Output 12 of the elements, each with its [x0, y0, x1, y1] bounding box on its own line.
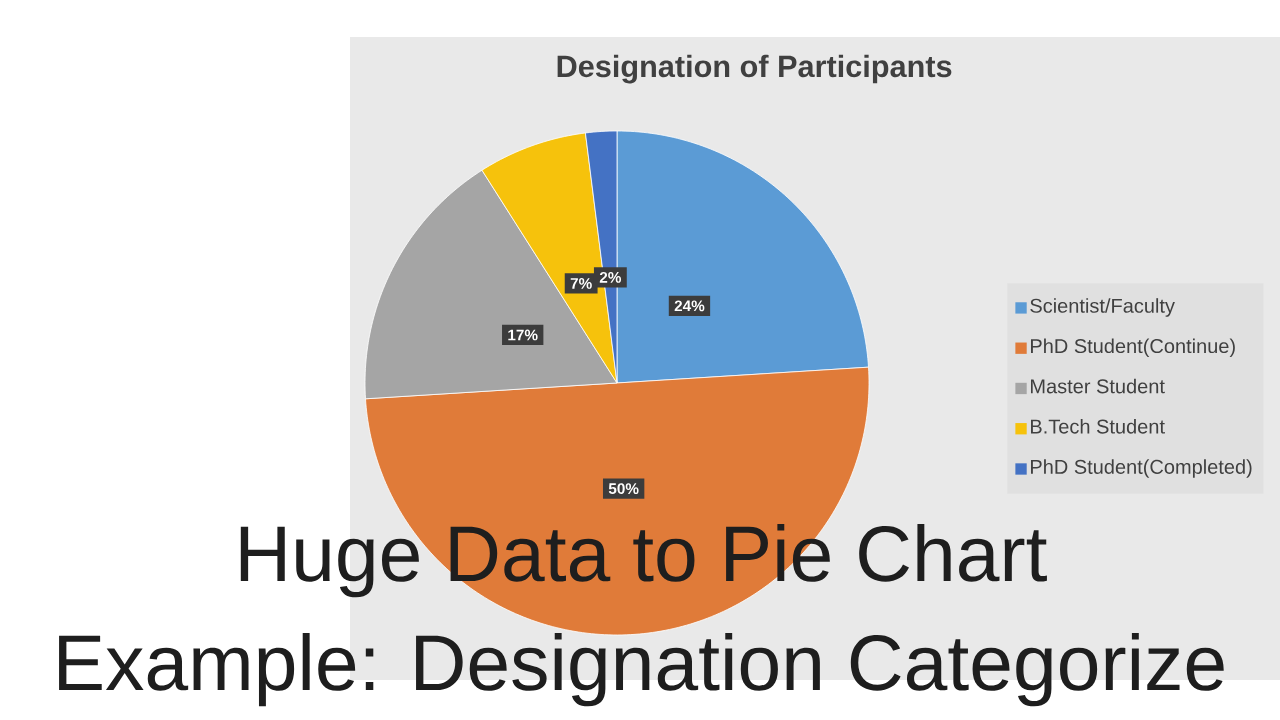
chart-title: Designation of Participants: [557, 54, 952, 84]
data-label: 17%: [508, 329, 538, 341]
legend-label: PhD Student(Completed): [1031, 459, 1252, 478]
legend-label: Scientist/Faculty: [1030, 298, 1175, 317]
data-label: 7%: [570, 278, 592, 289]
legend-label: PhD Student(Continue): [1031, 338, 1235, 358]
data-label: 24%: [674, 300, 705, 312]
data-label: 2%: [599, 271, 622, 283]
legend-label: B.Tech Student: [1031, 418, 1165, 434]
data-label: 50%: [608, 483, 639, 495]
legend-label: Master Student: [1031, 378, 1165, 394]
text: Example: Designation Categorize: [59, 632, 1224, 707]
